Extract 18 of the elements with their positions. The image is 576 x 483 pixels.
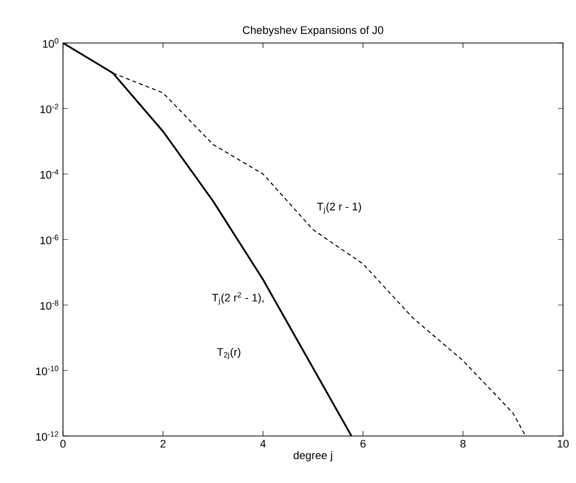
x-axis-title: degree j bbox=[294, 451, 332, 462]
annotation: T$_{j}$(2 r$^{2}$ - 1), bbox=[212, 292, 264, 305]
y-tick-label: 10$^{-4}$ bbox=[40, 169, 58, 179]
y-tick-label: 10$^{-12}$ bbox=[36, 431, 58, 441]
annotation: T$_{j}$(2 r - 1) bbox=[317, 202, 361, 214]
chart-title: Chebyshev Expansions of J0 bbox=[242, 26, 384, 36]
y-tick-label: 10$^{-10}$ bbox=[36, 366, 58, 376]
x-tick-label: 4 bbox=[260, 440, 266, 448]
y-tick-label: 10$^{-2}$ bbox=[40, 104, 58, 114]
x-tick-label: 8 bbox=[460, 440, 466, 448]
x-tick-label: 0 bbox=[60, 440, 66, 448]
x-tick-label: 10 bbox=[558, 440, 569, 448]
y-tick-label: 10$^{0}$ bbox=[43, 38, 58, 48]
x-tick-label: 6 bbox=[360, 440, 366, 448]
annotation: T$_{2j}$(r) bbox=[217, 348, 240, 360]
y-tick-label: 10$^{-6}$ bbox=[40, 234, 58, 244]
x-tick-label: 2 bbox=[160, 440, 166, 448]
y-tick-label: 10$^{-8}$ bbox=[40, 300, 58, 310]
